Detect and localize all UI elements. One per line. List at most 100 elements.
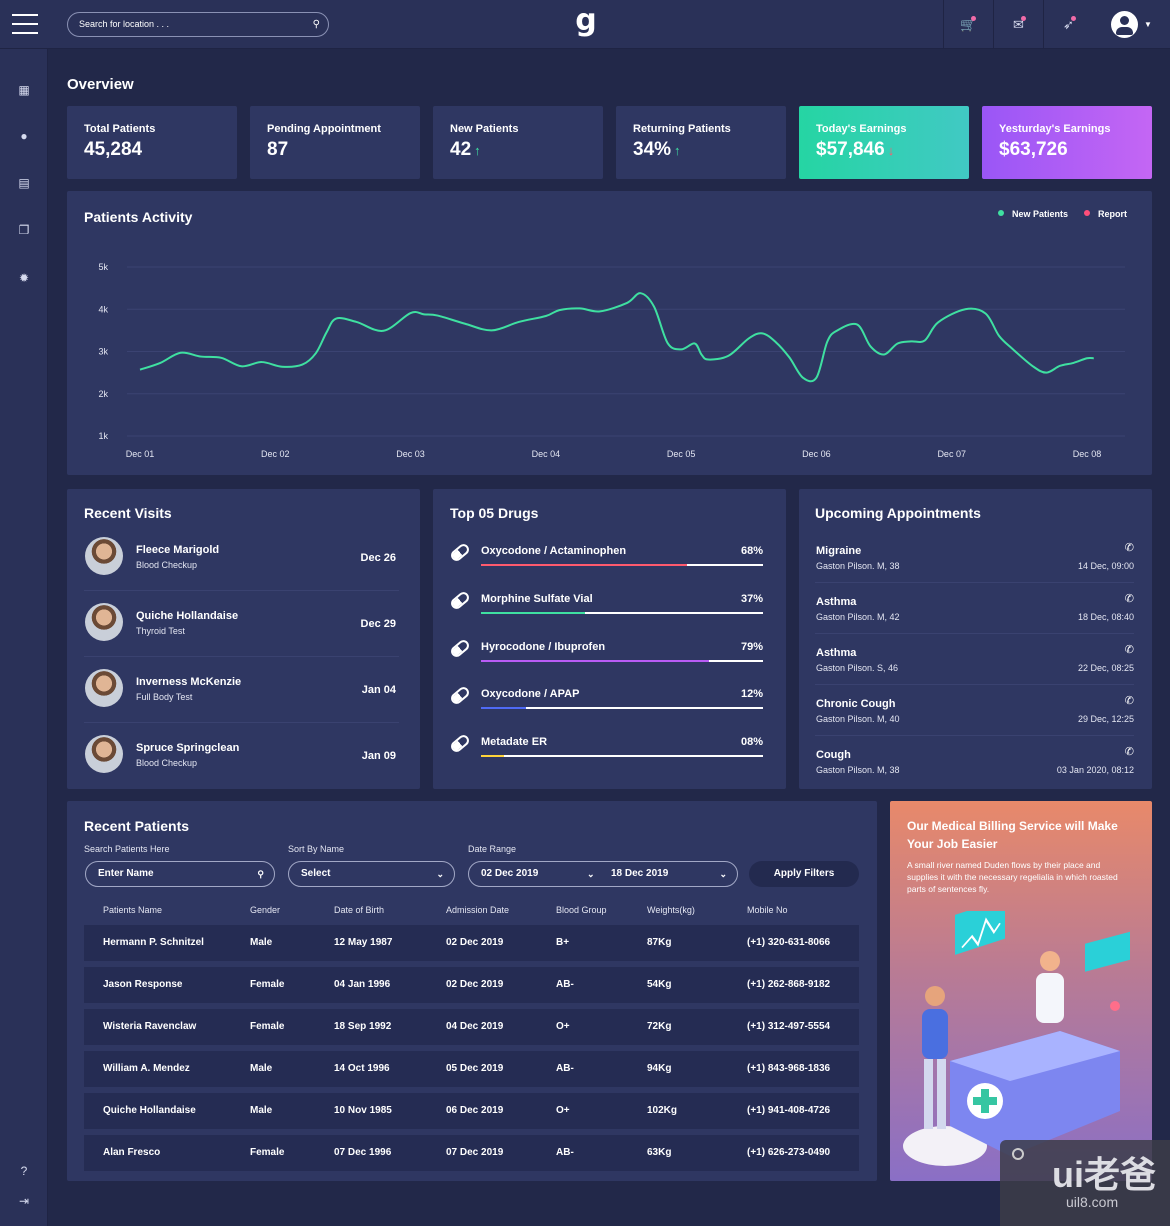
watermark: ui老爸 uil8.com: [1000, 1140, 1170, 1226]
documents-icon[interactable]: ❐: [18, 223, 30, 237]
x-tick-label: Dec 06: [802, 449, 831, 459]
appointment-list-item[interactable]: Migraine Gaston Pilson. M, 38 14 Dec, 09:0…: [815, 542, 1134, 596]
table-cell: Hermann P. Schnitzel: [103, 937, 204, 948]
drug-list-item[interactable]: Hyrocodone / Ibuprofen 79%: [448, 637, 765, 681]
stat-card[interactable]: Returning Patients 34% ↑: [616, 106, 786, 179]
watermark-site: uil8.com: [1066, 1194, 1119, 1210]
stat-card[interactable]: Total Patients 45,284: [67, 106, 237, 179]
x-tick-label: Dec 02: [261, 449, 290, 459]
table-row[interactable]: Hermann P. Schnitzel Male 12 May 1987 02 De…: [84, 925, 859, 961]
table-cell: 14 Oct 1996: [334, 1063, 390, 1074]
drug-percent: 68%: [740, 545, 763, 557]
app-logo[interactable]: g: [575, 3, 597, 38]
mail-icon[interactable]: ✉: [993, 0, 1043, 49]
logout-icon[interactable]: ⇥: [18, 1194, 30, 1208]
y-tick-label: 5k: [98, 262, 108, 272]
list-icon[interactable]: ▤: [18, 176, 30, 190]
apply-filters-button[interactable]: Apply Filters: [749, 861, 859, 887]
stat-card[interactable]: New Patients 42 ↑: [433, 106, 603, 179]
table-row[interactable]: Wisteria Ravenclaw Female 18 Sep 1992 04 De…: [84, 1009, 859, 1045]
appointments-card: [799, 489, 1152, 789]
menu-icon[interactable]: [12, 14, 38, 34]
patient-search-input[interactable]: Enter Name ⚲: [85, 861, 275, 887]
appointment-list-item[interactable]: Asthma Gaston Pilson. M, 42 18 Dec, 08:40 ✆: [815, 593, 1134, 647]
column-header[interactable]: Blood Group: [556, 905, 607, 915]
drug-percent: 08%: [740, 736, 763, 749]
table-cell: AB-: [556, 979, 574, 990]
record-icon: [1012, 1148, 1024, 1160]
sort-select[interactable]: Select ⌄: [288, 861, 455, 887]
column-header[interactable]: Admission Date: [446, 905, 510, 915]
appointments-title: Upcoming Appointments: [815, 505, 981, 521]
divider: [815, 582, 1134, 583]
table-row[interactable]: Alan Fresco Female 07 Dec 1996 07 Dec 2019 A…: [84, 1135, 859, 1171]
phone-icon[interactable]: ✆: [1124, 746, 1134, 758]
search-icon[interactable]: ⚲: [312, 19, 320, 30]
drug-progress-track: [481, 564, 763, 566]
table-cell: Male: [250, 1105, 273, 1116]
chevron-down-icon[interactable]: ▼: [1144, 20, 1152, 29]
phone-icon[interactable]: ✆: [1124, 542, 1134, 554]
date-range-select[interactable]: 02 Dec 2019 ⌄ 18 Dec 2019 ⌄: [468, 861, 738, 887]
stat-card[interactable]: Pending Appointment 87: [250, 106, 420, 179]
drug-percent: 37%: [740, 592, 763, 605]
visit-list-item[interactable]: Quiche Hollandaise Thyroid Test Dec 29: [84, 603, 399, 665]
column-header[interactable]: Weights(kg): [647, 905, 695, 915]
appointment-date: 18 Dec, 08:40: [1077, 612, 1134, 622]
table-cell: Alan Fresco: [103, 1147, 161, 1158]
legend-new-patients: New Patients: [998, 209, 1068, 219]
drug-list-item[interactable]: Morphine Sulfate Vial 37%: [448, 589, 765, 633]
drug-list-item[interactable]: Oxycodone / Actaminophen 68%: [448, 541, 765, 585]
appointment-title: Asthma: [816, 647, 857, 659]
drug-percent: 12%: [740, 688, 763, 701]
visit-date: Dec 26: [360, 552, 396, 564]
legend-dot: [1084, 210, 1090, 216]
divider: [815, 684, 1134, 685]
settings-icon[interactable]: ✹: [18, 271, 30, 285]
column-header[interactable]: Mobile No: [747, 905, 788, 915]
search-input[interactable]: Search for location . . . ⚲: [67, 12, 329, 37]
stat-label: Today's Earnings: [816, 123, 907, 135]
table-row[interactable]: Jason Response Female 04 Jan 1996 02 Dec 20…: [84, 967, 859, 1003]
table-row[interactable]: Quiche Hollandaise Male 10 Nov 1985 06 Dec …: [84, 1093, 859, 1129]
dashboard-icon[interactable]: ▦: [18, 83, 30, 97]
table-row[interactable]: William A. Mendez Male 14 Oct 1996 05 Dec 2…: [84, 1051, 859, 1087]
drug-list-item[interactable]: Metadate ER 08%: [448, 733, 765, 776]
drug-progress-fill: [481, 659, 710, 662]
stat-label: Pending Appointment: [267, 123, 381, 135]
visit-list-item[interactable]: Spruce Springclean Blood Checkup Jan 09: [84, 735, 399, 797]
column-header[interactable]: Date of Birth: [334, 905, 385, 915]
sort-label: Sort By Name: [288, 844, 345, 854]
appointment-list-item[interactable]: Chronic Cough Gaston Pilson. M, 40 29 Dec,…: [815, 695, 1134, 749]
stat-card[interactable]: Yesturday's Earnings $63,726: [982, 106, 1152, 179]
drug-name: Hyrocodone / Ibuprofen: [481, 640, 606, 653]
appointment-list-item[interactable]: Cough Gaston Pilson. M, 38 03 Jan 2020, 08…: [815, 746, 1134, 800]
rocket-icon[interactable]: ➶: [1043, 0, 1093, 49]
stat-card[interactable]: Today's Earnings $57,846 ↓: [799, 106, 969, 179]
pill-icon: [448, 589, 472, 611]
x-tick-label: Dec 04: [532, 449, 561, 459]
help-icon[interactable]: ?: [20, 1164, 28, 1178]
column-header[interactable]: Patients Name: [103, 905, 163, 915]
visit-list-item[interactable]: Fleece Marigold Blood Checkup Dec 26: [84, 537, 399, 599]
drug-name: Morphine Sulfate Vial: [481, 592, 593, 605]
phone-icon[interactable]: ✆: [1124, 695, 1134, 707]
table-cell: 06 Dec 2019: [446, 1105, 504, 1116]
user-icon[interactable]: ●: [20, 129, 28, 143]
phone-icon[interactable]: ✆: [1124, 644, 1134, 656]
drug-progress-track: [481, 611, 763, 614]
user-avatar[interactable]: [1111, 11, 1138, 38]
column-header[interactable]: Gender: [250, 905, 281, 915]
drug-progress-fill: [481, 564, 687, 566]
search-icon: ⚲: [257, 869, 264, 879]
visit-name: Fleece Marigold: [136, 544, 220, 556]
stat-value: 42 ↑: [450, 139, 481, 160]
phone-icon[interactable]: ✆: [1124, 593, 1134, 605]
visit-test: Blood Checkup: [136, 758, 198, 768]
appointment-list-item[interactable]: Asthma Gaston Pilson. S, 46 22 Dec, 08:25 ✆: [815, 644, 1134, 698]
visit-date: Dec 29: [360, 618, 396, 630]
cart-icon[interactable]: 🛒: [943, 0, 993, 49]
appointment-patient: Gaston Pilson. M, 42: [816, 612, 900, 622]
visit-list-item[interactable]: Inverness McKenzie Full Body Test Jan 04: [84, 669, 399, 731]
drug-list-item[interactable]: Oxycodone / APAP 12%: [448, 685, 765, 728]
